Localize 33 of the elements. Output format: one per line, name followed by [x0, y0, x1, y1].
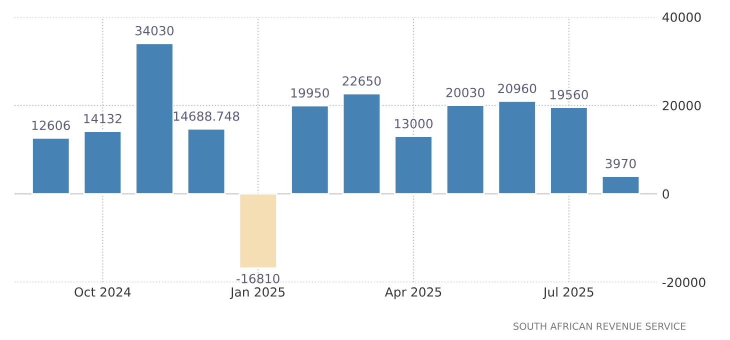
- bar: [601, 176, 640, 194]
- y-tick-label: 0: [662, 189, 669, 199]
- bar: [238, 193, 278, 269]
- y-tick-label: -20000: [662, 278, 706, 288]
- text: SOUTH AFRICAN REVENUE SERVICE: [514, 322, 686, 330]
- bar: [83, 130, 122, 194]
- y-tick-label: 20000: [662, 100, 701, 110]
- data-label: 12606: [32, 120, 70, 130]
- bar: [446, 104, 485, 194]
- x-tick-label: Jan 2025: [230, 287, 285, 300]
- x-tick-label: Jul 2025: [542, 287, 594, 300]
- bar: [186, 128, 226, 194]
- data-label: 14132: [84, 114, 122, 124]
- data-label: 14688.748: [174, 111, 240, 121]
- x-tick-label: Oct 2024: [74, 287, 131, 297]
- data-label: 19560: [550, 90, 588, 100]
- bar: [498, 100, 536, 194]
- bar: [135, 42, 174, 194]
- data-label: 13000: [395, 118, 433, 128]
- bar: [290, 104, 330, 194]
- data-label: 22650: [342, 76, 381, 86]
- data-label: 19950: [291, 88, 329, 98]
- data-label: 34030: [136, 26, 174, 36]
- data-label: 20960: [498, 84, 536, 94]
- y-tick-label: 40000: [662, 12, 701, 22]
- bar: [394, 136, 433, 194]
- bar: [32, 137, 70, 194]
- bar: [550, 106, 588, 194]
- bar: [342, 92, 382, 194]
- data-label: -16810: [236, 274, 280, 284]
- data-label: 20030: [446, 88, 484, 98]
- data-label: 3970: [606, 158, 636, 168]
- x-tick-label: Apr 2025: [384, 287, 442, 300]
